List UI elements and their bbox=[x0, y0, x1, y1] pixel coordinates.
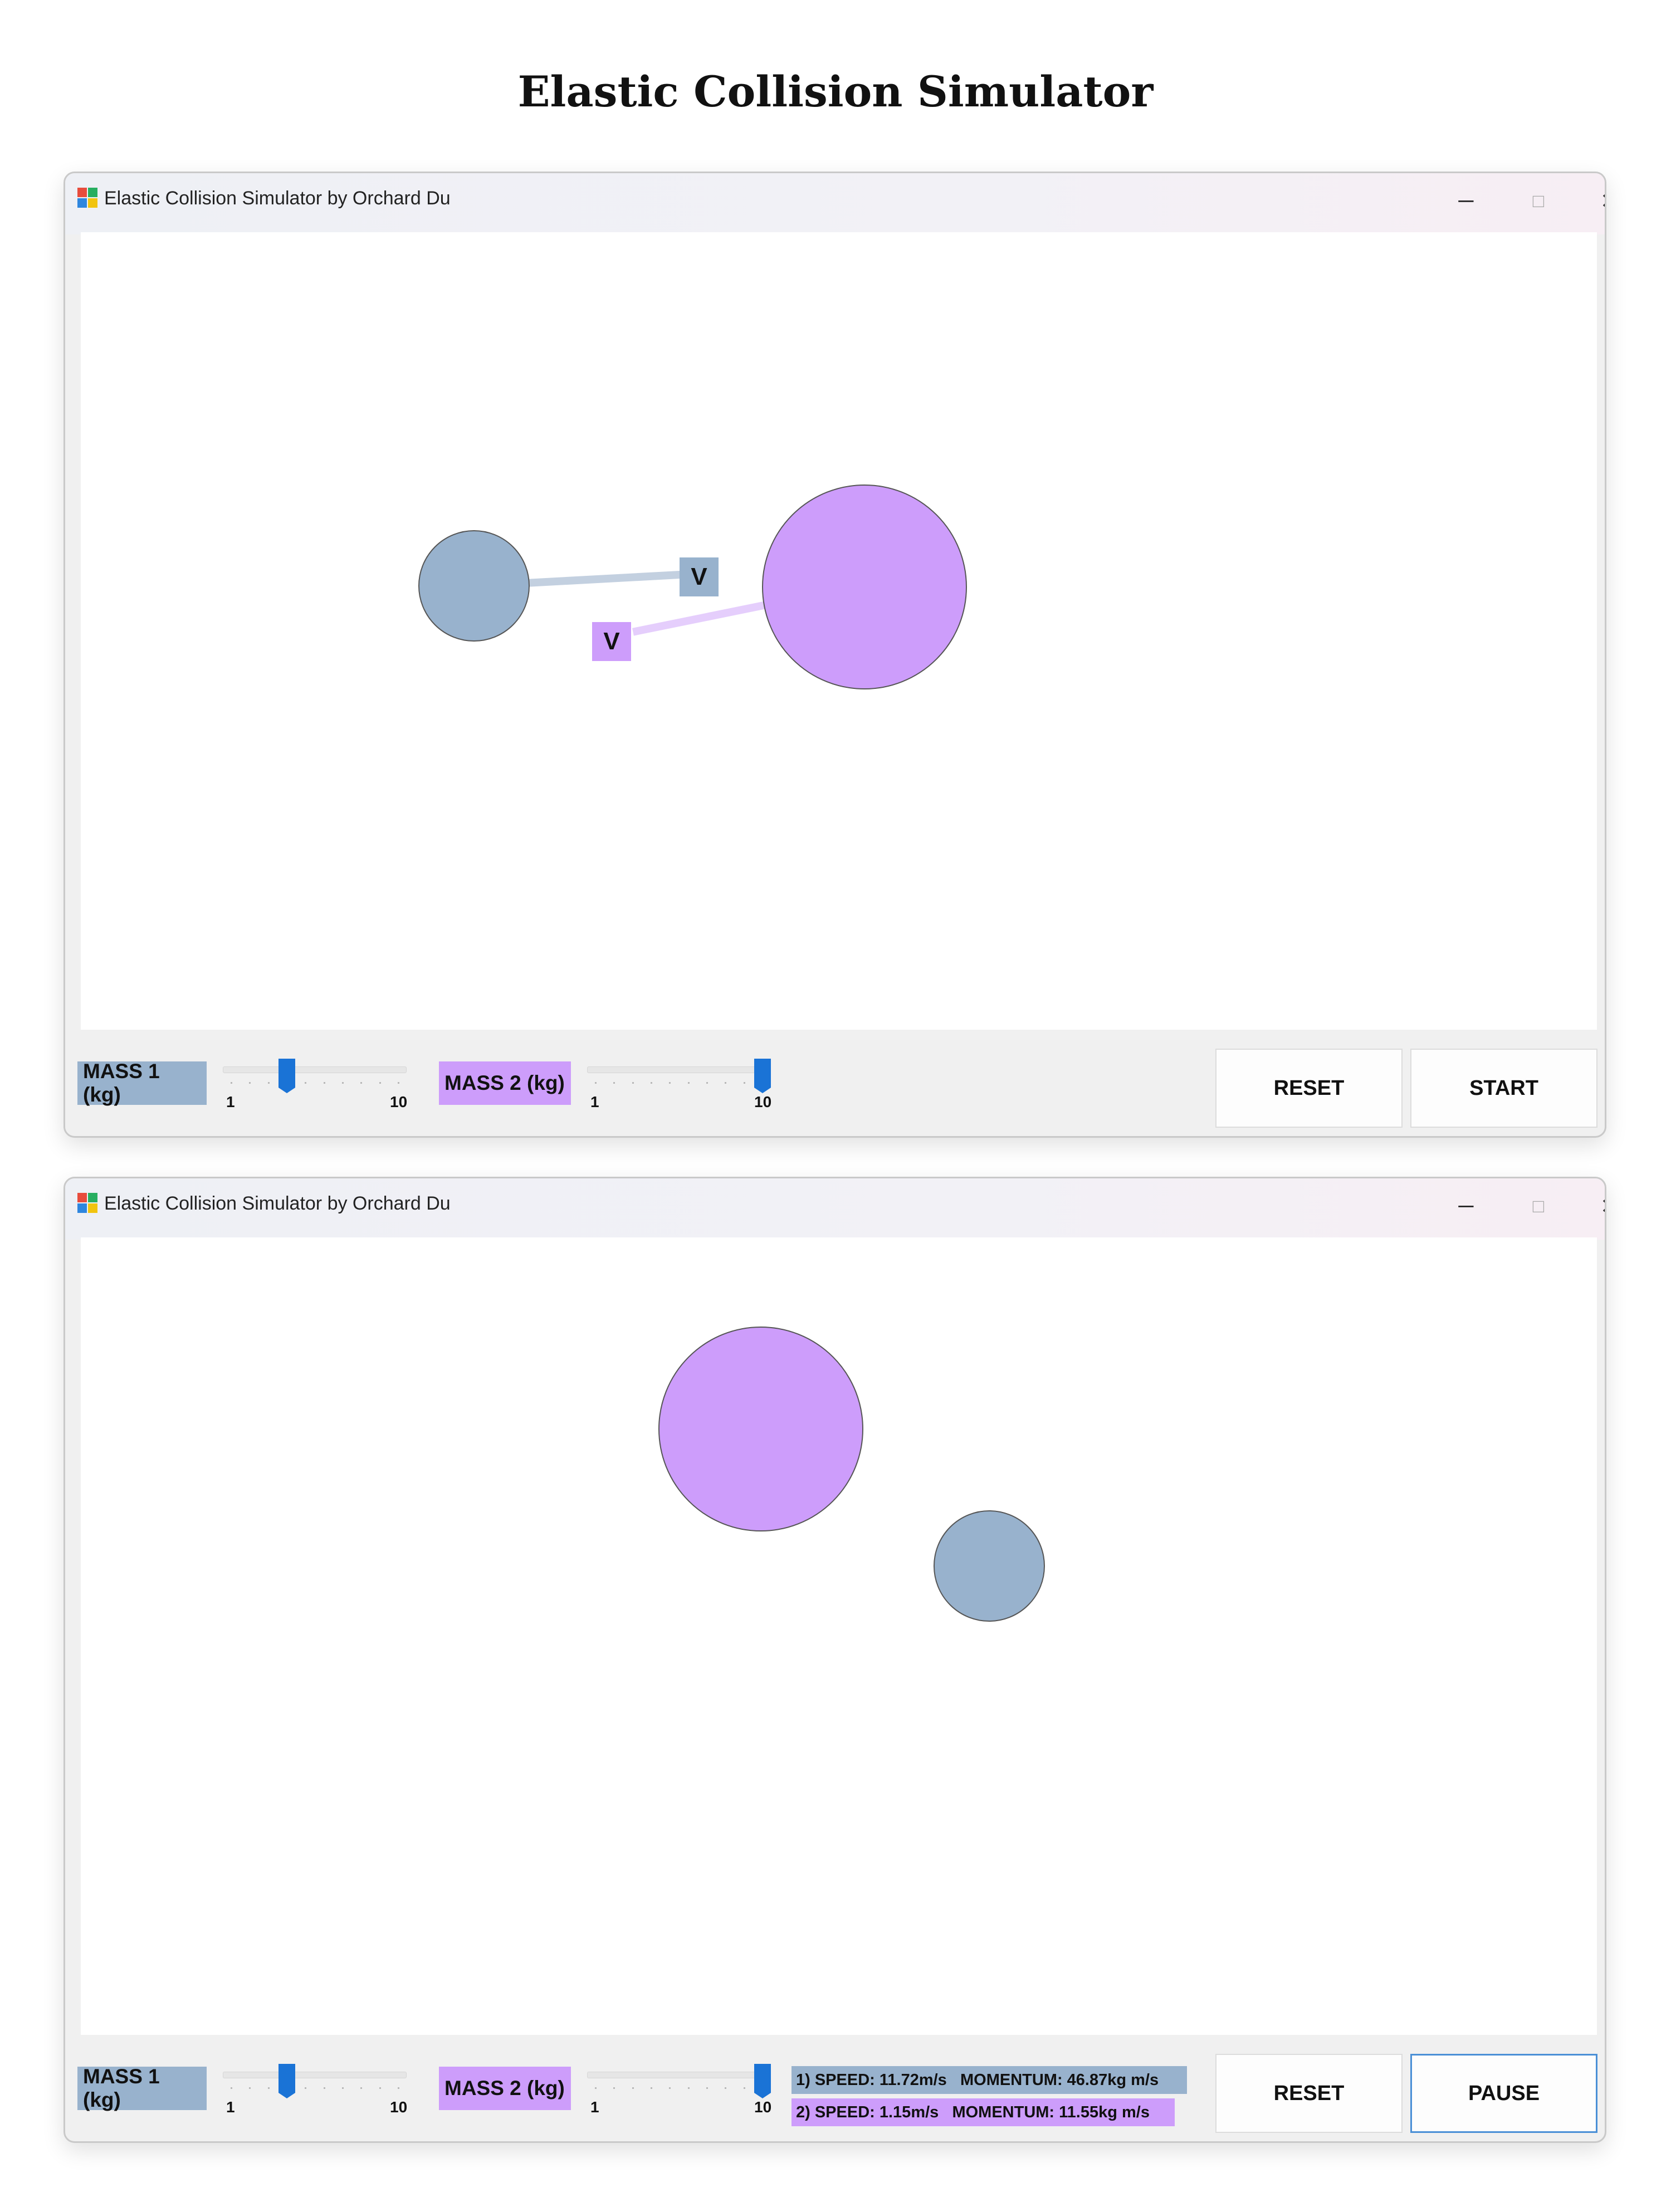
slider-min-label: 1 bbox=[226, 2098, 235, 2116]
slider-tick bbox=[398, 1082, 399, 1084]
slider-tick bbox=[725, 2087, 727, 2089]
slider-tick bbox=[651, 2087, 652, 2089]
slider-tick bbox=[613, 1082, 615, 1084]
slider-thumb[interactable] bbox=[754, 2064, 771, 2098]
start-button[interactable]: START bbox=[1410, 1049, 1597, 1128]
slider-tick bbox=[231, 1082, 232, 1084]
app-icon bbox=[77, 188, 99, 209]
ball-1[interactable] bbox=[418, 530, 530, 642]
slider-tick bbox=[706, 1082, 708, 1084]
simulation-canvas[interactable]: V V bbox=[81, 232, 1597, 1030]
minimize-icon[interactable]: ─ bbox=[1458, 1194, 1474, 1218]
ball-2[interactable] bbox=[658, 1327, 863, 1531]
slider-tick bbox=[651, 1082, 652, 1084]
slider-track[interactable] bbox=[223, 1066, 407, 1073]
slider-min-label: 1 bbox=[590, 2098, 599, 2116]
ball-2-stats: 2) SPEED: 1.15m/s MOMENTUM: 11.55kg m/s bbox=[791, 2098, 1175, 2126]
pause-button[interactable]: PAUSE bbox=[1410, 2054, 1597, 2133]
slider-tick bbox=[231, 2087, 232, 2089]
mass-1-slider[interactable]: 1 10 bbox=[223, 2064, 407, 2125]
mass-2-label: MASS 2 (kg) bbox=[439, 2067, 571, 2110]
slider-tick bbox=[669, 1082, 671, 1084]
slider-min-label: 1 bbox=[590, 1093, 599, 1110]
close-icon[interactable]: ✕ bbox=[1584, 179, 1605, 223]
slider-tick bbox=[305, 1082, 307, 1084]
slider-tick bbox=[687, 2087, 690, 2089]
slider-tick bbox=[249, 1082, 251, 1084]
window-titlebar[interactable]: Elastic Collision Simulator by Orchard D… bbox=[65, 1178, 1605, 1240]
mass-2-slider[interactable]: 1 10 bbox=[587, 2064, 771, 2125]
mass-2-label: MASS 2 (kg) bbox=[439, 1061, 571, 1105]
slider-max-label: 10 bbox=[390, 1093, 408, 1110]
window-title: Elastic Collision Simulator by Orchard D… bbox=[104, 1193, 451, 1214]
slider-tick bbox=[249, 2087, 251, 2089]
slider-tick bbox=[398, 2087, 399, 2089]
slider-track[interactable] bbox=[587, 1066, 771, 1073]
minimize-icon[interactable]: ─ bbox=[1458, 189, 1474, 213]
ball-1[interactable] bbox=[934, 1510, 1045, 1622]
simulator-window-running: Elastic Collision Simulator by Orchard D… bbox=[63, 1177, 1606, 2143]
mass-1-slider[interactable]: 1 10 bbox=[223, 1059, 407, 1120]
slider-thumb[interactable] bbox=[278, 2064, 295, 2098]
slider-tick bbox=[379, 2087, 381, 2089]
slider-tick bbox=[743, 1082, 745, 1084]
slider-tick bbox=[743, 2087, 745, 2089]
slider-min-label: 1 bbox=[226, 1093, 235, 1110]
mass-1-label: MASS 1 (kg) bbox=[77, 1060, 207, 1106]
slider-tick bbox=[595, 2087, 597, 2089]
page-title: Elastic Collision Simulator bbox=[517, 67, 1154, 116]
slider-tick bbox=[687, 1082, 690, 1084]
slider-tick bbox=[267, 1082, 270, 1084]
simulator-window-setup: Elastic Collision Simulator by Orchard D… bbox=[63, 172, 1606, 1138]
slider-thumb[interactable] bbox=[278, 1059, 295, 1093]
app-icon bbox=[77, 1193, 99, 1214]
slider-tick bbox=[613, 2087, 615, 2089]
slider-tick bbox=[669, 2087, 671, 2089]
slider-tick bbox=[379, 1082, 381, 1084]
slider-tick bbox=[267, 2087, 270, 2089]
slider-track[interactable] bbox=[587, 2072, 771, 2078]
window-title: Elastic Collision Simulator by Orchard D… bbox=[104, 188, 451, 209]
maximize-icon[interactable]: □ bbox=[1532, 190, 1545, 212]
velocity-handle-1[interactable]: V bbox=[680, 557, 719, 596]
close-icon[interactable]: ✕ bbox=[1584, 1184, 1605, 1229]
simulation-canvas[interactable] bbox=[81, 1237, 1597, 2035]
slider-max-label: 10 bbox=[754, 1093, 772, 1110]
slider-max-label: 10 bbox=[390, 2098, 408, 2116]
mass-2-slider[interactable]: 1 10 bbox=[587, 1059, 771, 1120]
reset-button[interactable]: RESET bbox=[1215, 1049, 1403, 1128]
slider-tick bbox=[305, 2087, 307, 2089]
slider-tick bbox=[323, 1082, 325, 1084]
slider-tick bbox=[706, 2087, 708, 2089]
reset-button[interactable]: RESET bbox=[1215, 2054, 1403, 2133]
slider-tick bbox=[342, 2087, 344, 2089]
window-titlebar[interactable]: Elastic Collision Simulator by Orchard D… bbox=[65, 173, 1605, 234]
slider-tick bbox=[323, 2087, 325, 2089]
slider-tick bbox=[632, 2087, 634, 2089]
maximize-icon[interactable]: □ bbox=[1532, 1195, 1545, 1217]
slider-track[interactable] bbox=[223, 2072, 407, 2078]
slider-tick bbox=[360, 1082, 363, 1084]
slider-tick bbox=[725, 1082, 727, 1084]
ball-1-stats: 1) SPEED: 11.72m/s MOMENTUM: 46.87kg m/s bbox=[791, 2066, 1187, 2094]
slider-thumb[interactable] bbox=[754, 1059, 771, 1093]
velocity-handle-2[interactable]: V bbox=[592, 622, 631, 661]
slider-tick bbox=[632, 1082, 634, 1084]
slider-tick bbox=[360, 2087, 363, 2089]
slider-tick bbox=[595, 1082, 597, 1084]
ball-2[interactable] bbox=[762, 485, 967, 689]
slider-tick bbox=[342, 1082, 344, 1084]
slider-max-label: 10 bbox=[754, 2098, 772, 2116]
mass-1-label: MASS 1 (kg) bbox=[77, 2065, 207, 2111]
